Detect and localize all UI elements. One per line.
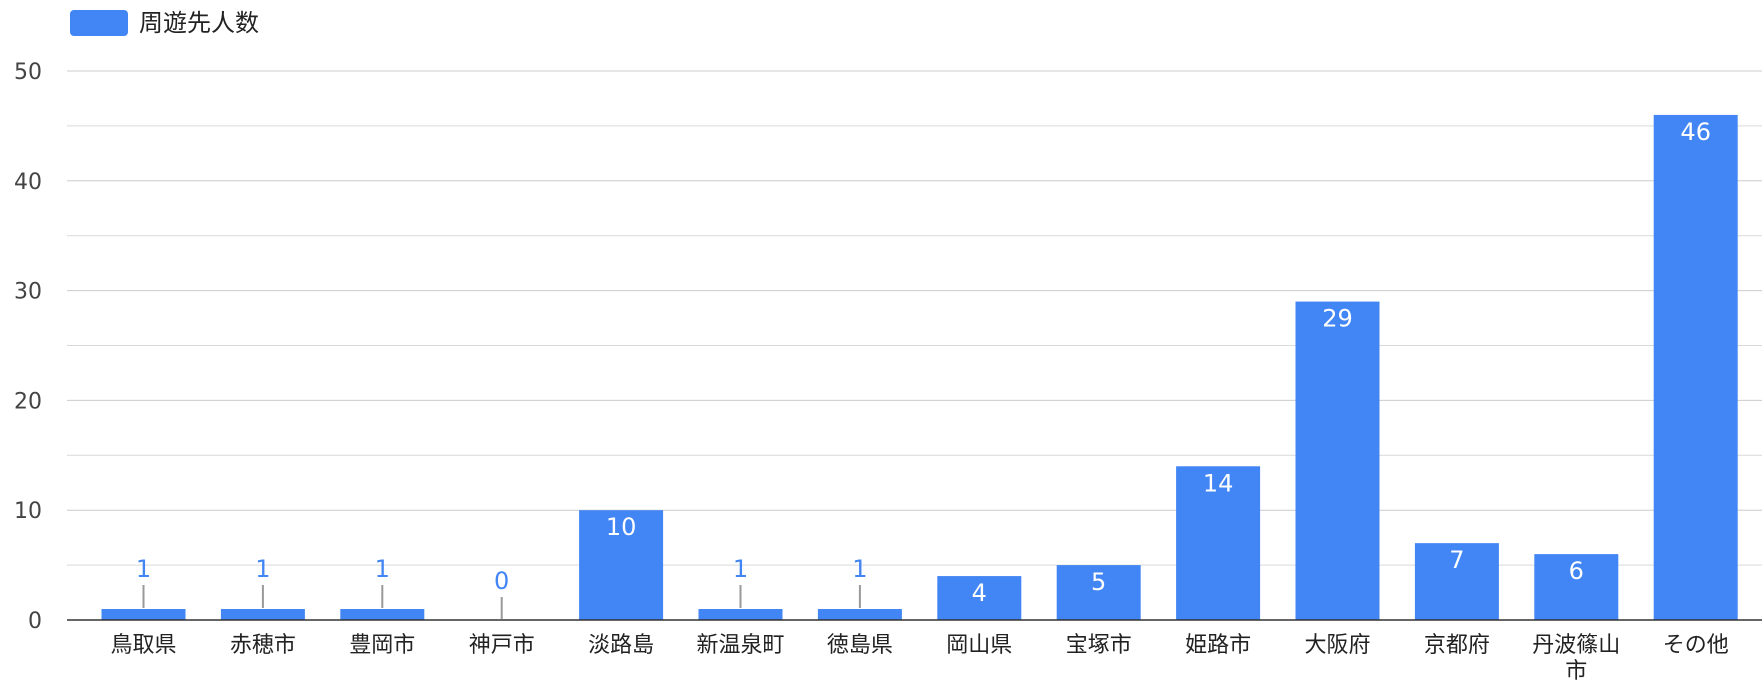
- y-tick-label: 0: [28, 609, 42, 634]
- bar: [220, 609, 305, 620]
- x-tick-label: 大阪府: [1304, 633, 1370, 658]
- bar: [1176, 466, 1261, 620]
- bar: [698, 609, 783, 620]
- x-tick-label: 京都府: [1424, 633, 1490, 658]
- x-tick-label: 淡路島: [588, 633, 654, 658]
- bar: [1534, 554, 1619, 620]
- x-tick-label: 鳥取県: [110, 633, 176, 658]
- data-label: 1: [852, 555, 867, 583]
- x-tick-label: 姫路市: [1185, 633, 1251, 658]
- data-label: 14: [1203, 469, 1234, 497]
- bar: [1414, 543, 1499, 620]
- x-tick-label: 丹波篠山: [1532, 633, 1620, 658]
- y-tick-label: 30: [14, 280, 42, 305]
- bar: [1056, 565, 1141, 620]
- grid-layer: [67, 70, 1762, 566]
- x-tick-label: 赤穂市: [230, 633, 296, 658]
- x-tick-label: 徳島県: [827, 633, 893, 658]
- bar: [937, 576, 1022, 620]
- y-tick-label: 10: [14, 499, 42, 524]
- data-label: 0: [494, 567, 509, 595]
- bar: [579, 510, 664, 620]
- y-axis: 0 10 20 30 40 50: [14, 60, 42, 634]
- data-label: 7: [1449, 546, 1464, 574]
- x-tick-label: 岡山県: [946, 633, 1012, 658]
- data-label: 1: [733, 555, 748, 583]
- legend-swatch: [70, 10, 128, 36]
- x-tick-label: 豊岡市: [349, 633, 415, 658]
- data-label: 1: [255, 555, 270, 583]
- data-label: 5: [1091, 568, 1106, 596]
- bar: [340, 609, 425, 620]
- data-label: 29: [1322, 305, 1353, 333]
- data-label: 6: [1569, 557, 1584, 585]
- y-tick-label: 40: [14, 170, 42, 195]
- y-tick-label: 20: [14, 389, 42, 414]
- y-tick-label: 50: [14, 60, 42, 85]
- data-label: 46: [1680, 118, 1711, 146]
- bar: [1295, 301, 1380, 620]
- legend: 周遊先人数: [70, 9, 259, 37]
- data-label: 10: [606, 513, 637, 541]
- x-tick-label: その他: [1663, 633, 1729, 658]
- x-tick-label: 新温泉町: [696, 633, 784, 658]
- x-tick-label: 宝塚市: [1066, 633, 1132, 658]
- bar: [817, 609, 902, 620]
- data-label: 4: [972, 579, 987, 607]
- x-axis: 鳥取県 赤穂市 豊岡市 神戸市 淡路島 新温泉町 徳島県 岡山県 宝塚市 姫路市 大阪府 京都府 丹波篠…: [67, 619, 1762, 684]
- legend-label: 周遊先人数: [139, 9, 259, 37]
- x-tick-label: 神戸市: [469, 633, 535, 658]
- bar: [101, 609, 186, 620]
- bar: [1653, 114, 1738, 621]
- bars-layer: [101, 114, 1738, 621]
- data-label: 1: [375, 555, 390, 583]
- data-label: 1: [136, 555, 151, 583]
- x-tick-label: 市: [1565, 659, 1587, 684]
